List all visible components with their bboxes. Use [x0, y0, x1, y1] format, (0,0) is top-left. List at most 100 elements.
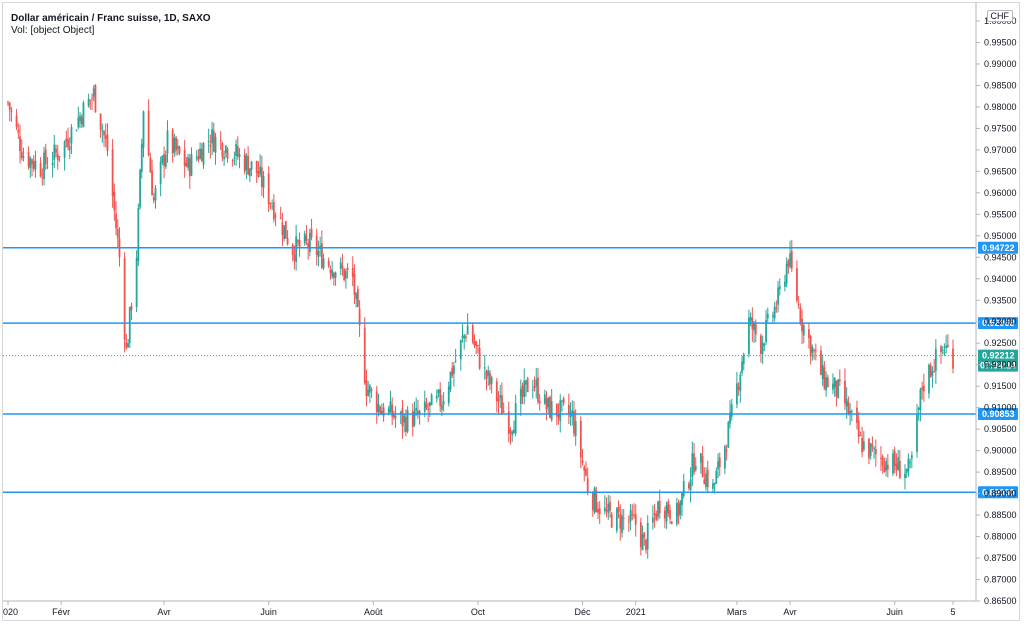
x-tick-label: Juin [886, 607, 903, 617]
candle [808, 322, 810, 349]
candle-body [199, 148, 201, 159]
y-tick-label: 0.96000 [984, 188, 1017, 198]
candle [597, 502, 599, 520]
x-tick-label: Mars [727, 607, 747, 617]
axes: 0.86500 0.87000 0.87500 0.88000 0.88500 0.890… [3, 3, 1017, 617]
candle [56, 144, 59, 170]
candle-body [423, 401, 426, 412]
candle [751, 307, 754, 342]
candle [305, 225, 308, 246]
candle [893, 446, 896, 474]
candle-body [547, 397, 550, 408]
candle-body [737, 387, 740, 390]
candle-body [15, 115, 18, 128]
candle-body [677, 503, 680, 517]
candle [250, 160, 253, 177]
candle-body [559, 400, 562, 421]
candle [154, 184, 157, 209]
candle [898, 450, 901, 479]
candle-body [329, 269, 332, 274]
price-chart[interactable]: 0.94722 0.92968 0.90853 0.89030 0.9221207:34… [3, 3, 1019, 620]
candle-body [543, 394, 546, 404]
candle [562, 396, 565, 406]
candle [238, 148, 241, 169]
candle [226, 147, 229, 163]
candle [147, 99, 150, 157]
candle [739, 371, 742, 403]
candle [223, 150, 225, 167]
candle [533, 376, 536, 392]
candle [368, 383, 371, 404]
candle [471, 322, 474, 345]
candle-body [753, 323, 755, 331]
candle-body [573, 411, 575, 434]
candle-body [310, 228, 313, 238]
candle-body [811, 346, 814, 353]
candle [284, 220, 287, 239]
candle [646, 515, 649, 559]
candle-body [44, 149, 47, 165]
y-tick-label: 0.96500 [984, 166, 1017, 176]
candle-body [477, 345, 479, 347]
candle-body [238, 154, 241, 158]
candle-body [871, 444, 874, 447]
candle [665, 501, 668, 529]
candle [919, 387, 922, 422]
x-tick-label: Juin [260, 607, 277, 617]
candle [928, 363, 930, 399]
candle [235, 139, 238, 166]
candle [677, 499, 680, 525]
candle [835, 380, 838, 407]
candle [883, 457, 886, 473]
candle-body [895, 463, 898, 470]
candle [332, 271, 335, 286]
candle [310, 218, 313, 241]
candle [591, 491, 594, 518]
candle-body [34, 160, 37, 170]
candle [118, 227, 121, 267]
candle [749, 312, 752, 327]
candle [641, 525, 644, 551]
candle [43, 146, 45, 186]
candle-body [22, 156, 25, 158]
y-tick-label: 0.98000 [984, 102, 1017, 112]
candle [742, 352, 745, 371]
candle-body [243, 154, 246, 172]
candle [214, 133, 217, 165]
level-price-tag [978, 407, 1018, 420]
candle [281, 212, 284, 247]
candle-body [465, 336, 467, 339]
candle-body [917, 408, 920, 410]
candle-body [701, 455, 704, 477]
candle-body [550, 401, 553, 420]
candle [257, 161, 260, 178]
candle [892, 449, 894, 477]
currency-label[interactable]: CHF [986, 10, 1013, 22]
candle-body [904, 473, 906, 479]
candle-body [909, 462, 912, 464]
candle-body [933, 371, 936, 373]
candle [339, 257, 342, 276]
candle-body [379, 406, 382, 414]
candle-body [55, 148, 57, 153]
candle-body [557, 413, 560, 418]
y-tick-label: 0.91500 [984, 381, 1017, 391]
candle [784, 274, 786, 292]
candle [329, 265, 332, 280]
candle-body [447, 386, 450, 404]
candle-body [166, 130, 169, 154]
candle [279, 206, 282, 220]
candle [897, 449, 900, 472]
y-tick-label: 0.90000 [984, 446, 1017, 456]
candle [283, 225, 286, 242]
candle [87, 93, 90, 108]
candle [113, 183, 116, 221]
candle-body [490, 377, 493, 384]
candle [260, 155, 263, 196]
candle-body [679, 501, 682, 515]
candle-body [425, 403, 428, 408]
candle-body [401, 408, 404, 427]
candle-body [429, 402, 431, 407]
candle [809, 334, 812, 365]
